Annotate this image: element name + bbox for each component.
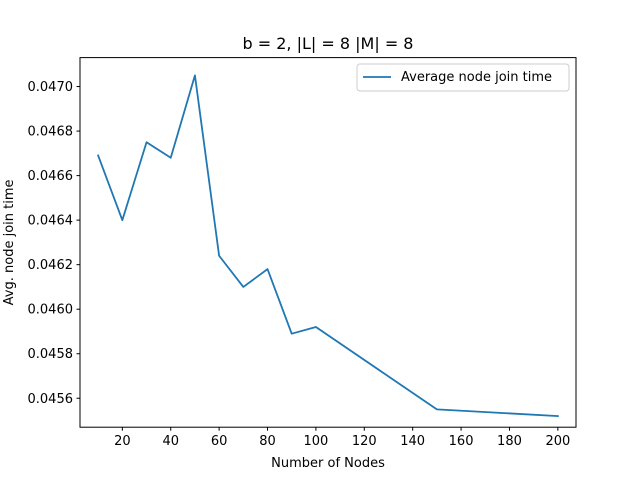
y-tick-label: 0.0462 <box>28 258 74 273</box>
series-line <box>96 74 559 418</box>
x-tick-label: 120 <box>352 434 377 449</box>
data-series <box>96 74 559 418</box>
y-tick-label: 0.0464 <box>28 214 74 229</box>
y-tick-label: 0.0468 <box>28 125 74 140</box>
x-tick-label: 60 <box>211 434 228 449</box>
legend: Average node join time <box>356 63 570 92</box>
legend-label: Average node join time <box>401 70 552 85</box>
y-tick-label: 0.0470 <box>28 80 74 95</box>
x-tick-label: 80 <box>259 434 276 449</box>
x-axis-label: Number of Nodes <box>271 456 385 471</box>
plot-frame <box>79 57 577 428</box>
chart-title: b = 2, |L| = 8 |M| = 8 <box>243 34 414 53</box>
y-tick-label: 0.0460 <box>28 303 74 318</box>
x-tick-label: 40 <box>162 434 179 449</box>
x-tick-label: 100 <box>303 434 328 449</box>
x-tick-label: 200 <box>545 434 570 449</box>
x-tick-label: 160 <box>449 434 474 449</box>
axis-ticks: 20 40 60 80 100 120 140 160 180 200 0.0456 0.0458 0.… <box>28 80 571 449</box>
y-tick-label: 0.0458 <box>28 347 74 362</box>
plot-area <box>80 57 576 428</box>
x-tick-label: 20 <box>114 434 131 449</box>
y-tick-label: 0.0456 <box>28 392 74 407</box>
y-tick-label: 0.0466 <box>28 169 74 184</box>
x-tick-label: 180 <box>497 434 522 449</box>
x-tick-label: 140 <box>400 434 425 449</box>
legend-box <box>356 63 570 92</box>
y-axis-label: Avg. node join time <box>2 179 17 305</box>
